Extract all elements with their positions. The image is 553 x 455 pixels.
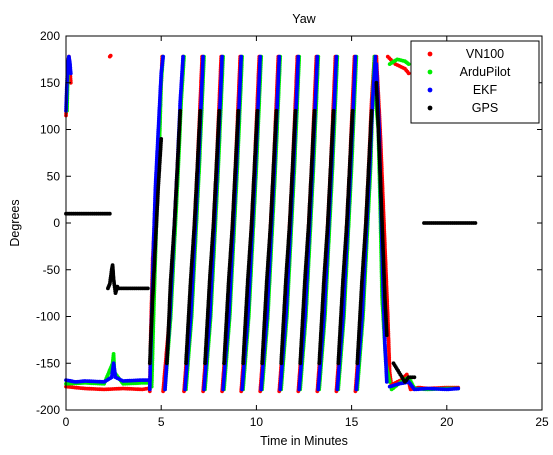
- data-layer: [64, 53, 478, 394]
- data-point: [406, 71, 411, 76]
- data-segment: [64, 384, 150, 392]
- data-point: [181, 54, 186, 59]
- data-point: [68, 71, 73, 76]
- data-point: [406, 62, 411, 66]
- data-point: [201, 54, 206, 59]
- data-point: [161, 54, 166, 59]
- data-segment: [107, 53, 113, 59]
- data-point: [108, 53, 113, 58]
